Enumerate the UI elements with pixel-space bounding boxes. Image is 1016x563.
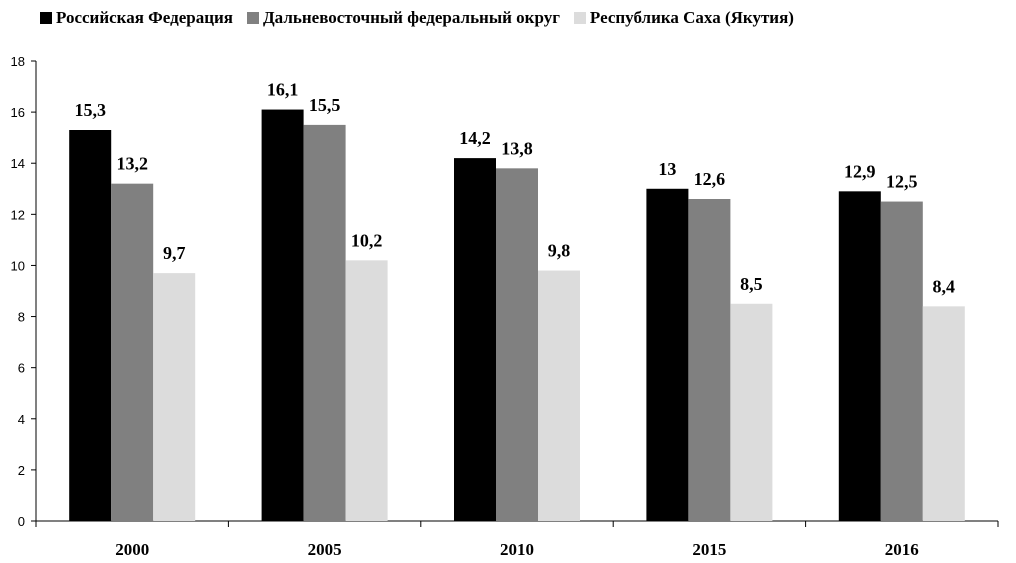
x-category-label: 2005 [308,540,342,559]
data-label: 16,1 [267,80,299,100]
legend-item-series-1: Российская Федерация [40,8,233,28]
x-category-label: 2010 [500,540,534,559]
legend-label-series-2: Дальневосточный федеральный округ [262,8,560,27]
legend-swatch-series-1 [40,12,52,24]
bar-series-1 [838,191,881,522]
bar-series-2 [880,201,923,522]
data-label: 12,9 [844,161,876,181]
y-tick-label: 10 [11,258,25,273]
legend-label-series-1: Российская Федерация [56,8,233,27]
y-tick-label: 14 [11,156,25,171]
data-label: 13,8 [501,138,533,158]
y-tick-label: 2 [18,463,25,478]
y-tick-label: 18 [11,54,25,69]
bar-series-2 [688,199,731,521]
legend-swatch-series-3 [573,12,586,24]
bar-series-1 [261,109,304,522]
x-category-label: 2000 [115,540,149,559]
data-label: 8,5 [740,274,763,294]
bar-series-3 [730,303,773,521]
data-label: 9,7 [163,243,186,263]
bar-series-1 [69,130,112,521]
data-label: 15,5 [309,95,341,115]
legend-swatch-series-2 [246,12,259,24]
bar-series-2 [111,183,154,521]
legend: Российская Федерация Дальневосточный фед… [40,8,802,28]
bar-series-2 [496,168,538,522]
data-label: 9,8 [548,241,571,261]
data-label: 12,5 [886,172,918,192]
y-tick-label: 6 [18,361,25,376]
data-label: 13,2 [116,154,148,174]
bar-series-2 [303,124,346,521]
y-tick-label: 0 [18,514,25,529]
bar-series-3 [153,273,196,521]
bar-series-3 [922,306,965,521]
legend-item-series-3: Республика Саха (Якутия) [573,8,794,28]
data-label: 8,4 [933,276,956,296]
legend-item-series-2: Дальневосточный федеральный округ [246,8,560,28]
bar-series-1 [454,158,496,521]
x-category-label: 2015 [692,540,726,559]
data-label: 13 [658,159,676,179]
y-tick-label: 8 [18,310,25,325]
data-label: 15,3 [74,100,106,120]
data-label: 14,2 [459,128,491,148]
y-tick-label: 4 [18,412,25,427]
data-label: 12,6 [694,169,726,189]
bar-series-3 [345,260,388,521]
y-tick-label: 12 [11,207,25,222]
y-tick-label: 16 [11,105,25,120]
x-category-label: 2016 [885,540,919,559]
legend-label-series-3: Республика Саха (Якутия) [589,8,794,27]
bar-series-1 [646,188,689,521]
data-label: 10,2 [351,230,383,250]
bar-series-3 [538,270,580,521]
